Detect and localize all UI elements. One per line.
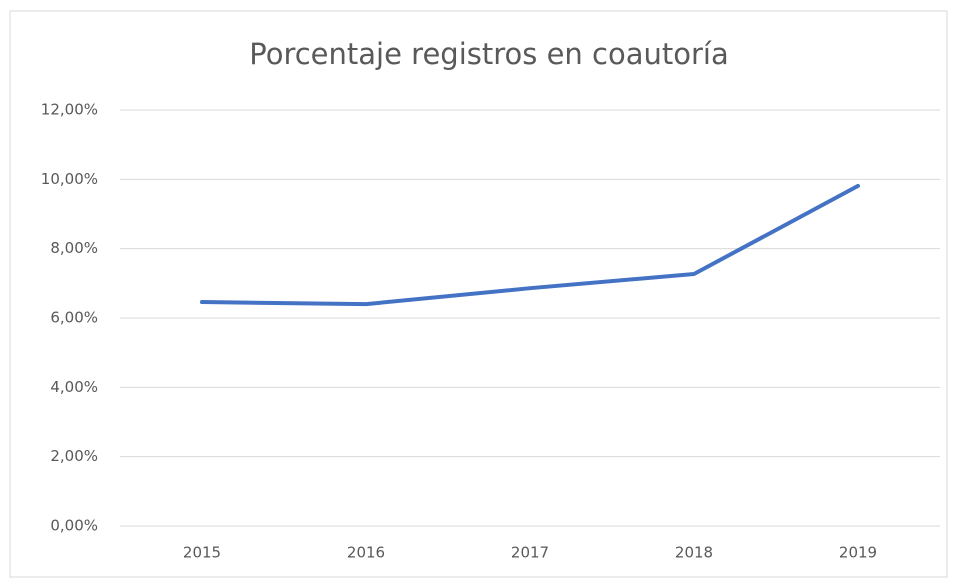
x-tick-label: 2016 [347,544,385,562]
y-tick-label: 0,00% [50,517,98,535]
y-tick-label: 12,00% [41,101,98,119]
x-tick-label: 2019 [839,544,877,562]
y-tick-label: 6,00% [50,309,98,327]
y-tick-label: 2,00% [50,447,98,465]
x-tick-label: 2018 [675,544,713,562]
x-tick-label: 2015 [183,544,221,562]
y-tick-label: 4,00% [50,378,98,396]
y-tick-label: 8,00% [50,239,98,257]
y-tick-label: 10,00% [41,170,98,188]
data-line [200,183,860,307]
x-tick-label: 2017 [511,544,549,562]
chart-title: Porcentaje registros en coautoría [249,37,728,71]
